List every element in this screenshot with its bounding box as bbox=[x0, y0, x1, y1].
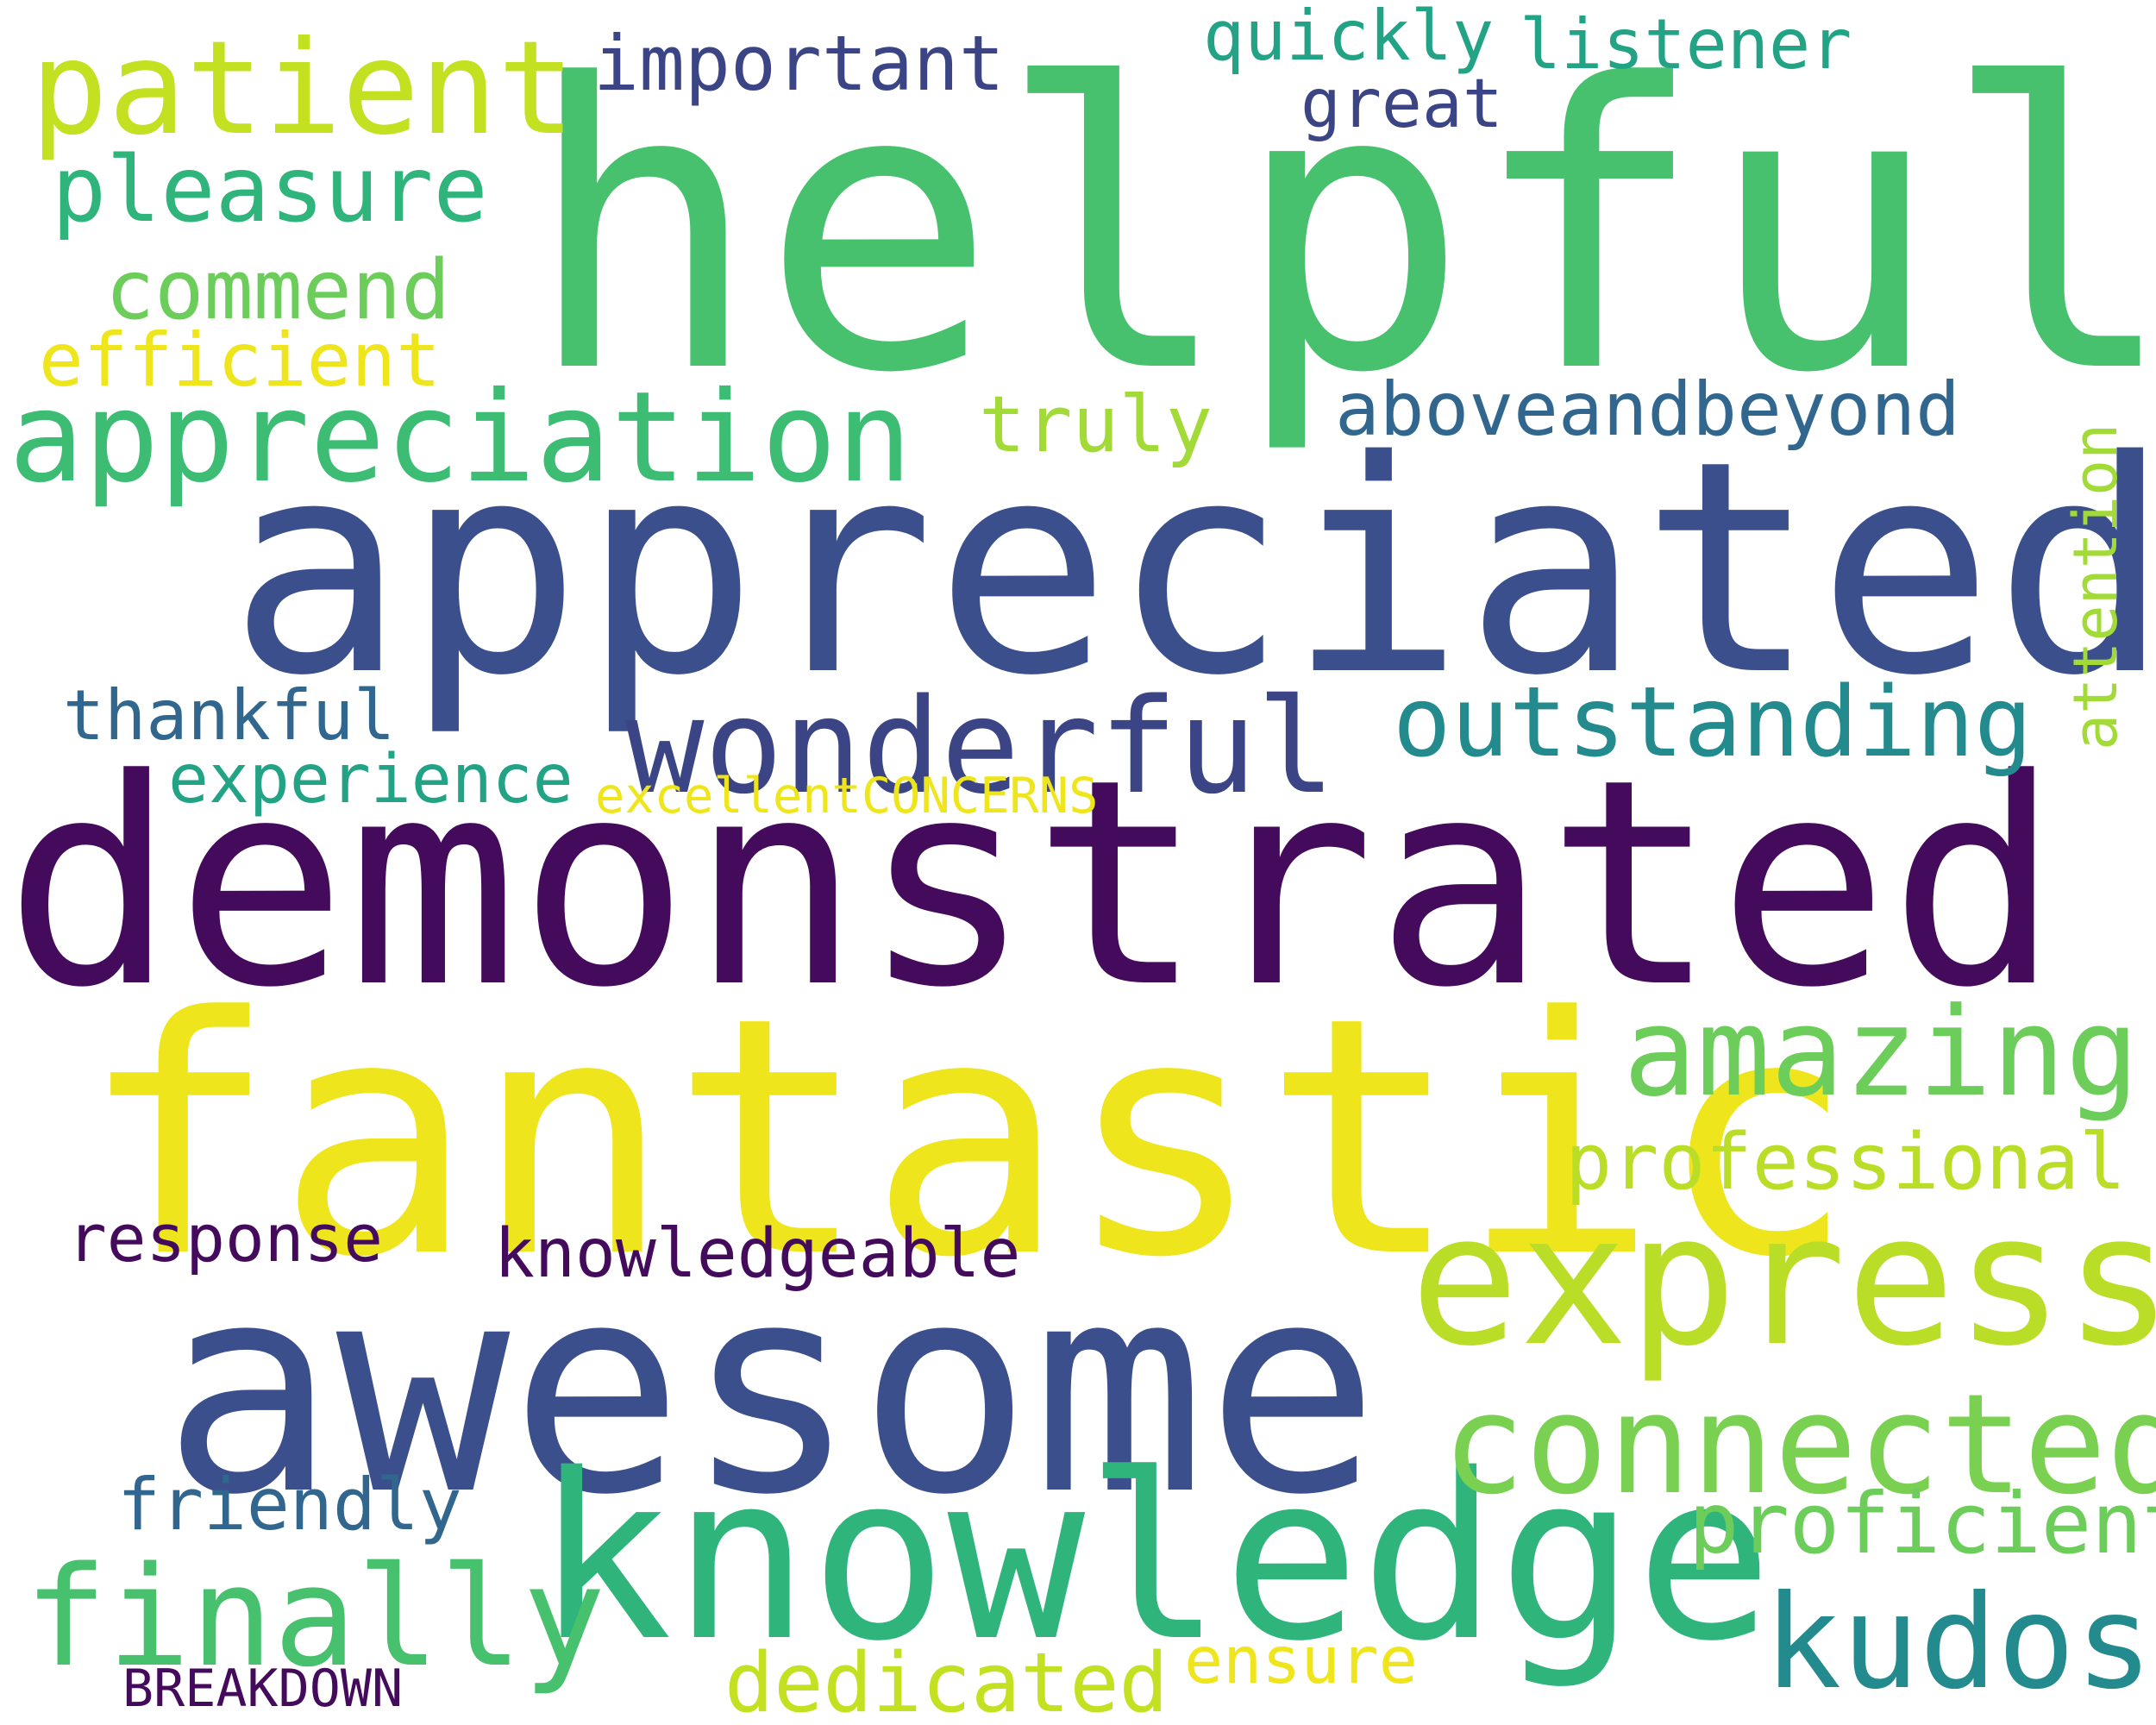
word-response: response bbox=[67, 1200, 384, 1276]
word-thankful: thankful bbox=[63, 675, 396, 756]
word-commend: commend bbox=[105, 243, 451, 338]
word-finally: finally bbox=[24, 1536, 606, 1697]
word-outstanding: outstanding bbox=[1393, 667, 2033, 779]
word-excellent-concerns: excellentCONCERNS bbox=[595, 768, 1099, 825]
word-great: great bbox=[1300, 66, 1503, 143]
word-knowledgeable: knowledgeable bbox=[494, 1215, 1021, 1293]
word-proficient: proficient bbox=[1689, 1475, 2156, 1572]
word-dedicated: dedicated bbox=[724, 1636, 1169, 1725]
word-express: express bbox=[1410, 1175, 2156, 1386]
word-knowledge: knowledge bbox=[535, 1426, 1773, 1691]
word-listener: listener bbox=[1520, 4, 1852, 85]
word-attention: attention bbox=[2060, 423, 2131, 750]
word-quickly: quickly bbox=[1203, 0, 1495, 76]
word-demonstrated: demonstrated bbox=[4, 718, 2061, 1050]
word-friendly: friendly bbox=[117, 1463, 462, 1546]
word-aboveandbeyond: aboveandbeyond bbox=[1335, 367, 1960, 453]
word-connected: connected bbox=[1442, 1364, 2156, 1525]
word-pleasure: pleasure bbox=[52, 137, 488, 242]
word-appreciated: appreciated bbox=[229, 398, 2156, 740]
word-truly: truly bbox=[979, 380, 1213, 470]
word-helpful: helpful bbox=[524, 3, 2156, 459]
word-wonderful: wonderful bbox=[625, 670, 1336, 823]
word-kudos: kudos bbox=[1764, 1568, 2153, 1718]
word-experience: experience bbox=[168, 741, 573, 819]
word-patient: patient bbox=[30, 14, 576, 164]
word-appreciation: appreciation bbox=[9, 365, 912, 511]
word-efficient: efficient bbox=[39, 317, 441, 404]
word-professional: professional bbox=[1565, 1117, 2127, 1208]
word-important: important bbox=[593, 19, 1005, 108]
word-ensure: ensure bbox=[1184, 1622, 1418, 1698]
word-awesome: awesome bbox=[162, 1222, 1380, 1559]
word-fantastic: fantastic bbox=[79, 947, 1856, 1329]
word-amazing: amazing bbox=[1623, 982, 2140, 1124]
word-breakdown: BREAKDOWN bbox=[122, 1659, 404, 1719]
